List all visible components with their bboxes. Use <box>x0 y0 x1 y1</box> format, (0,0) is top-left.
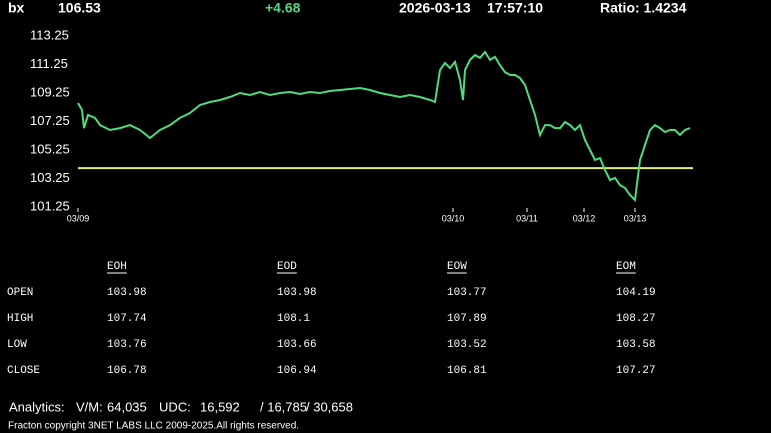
y-tick-label: 105.25 <box>30 141 70 156</box>
udc-label: UDC: <box>159 399 191 414</box>
cell: 107.89 <box>447 313 487 325</box>
x-tick-label: 03/10 <box>442 213 465 223</box>
row-label: CLOSE <box>7 365 40 377</box>
symbol: bx <box>8 0 25 16</box>
x-tick-label: 03/12 <box>573 213 596 223</box>
row-label: HIGH <box>7 313 33 325</box>
y-tick-label: 101.25 <box>30 198 70 213</box>
vm-value: 64,035 <box>107 399 147 414</box>
y-tick-label: 113.25 <box>30 27 69 42</box>
column-header: EOM <box>616 261 636 273</box>
footer: Fracton copyright 3NET LABS LLC 2009-202… <box>8 421 299 432</box>
date: 2026-03-13 <box>399 0 471 16</box>
row-label: LOW <box>7 339 27 351</box>
ratio: Ratio: 1.4234 <box>600 0 687 16</box>
cell: 103.58 <box>616 339 656 351</box>
change: +4.68 <box>265 0 301 16</box>
cell: 108.27 <box>616 313 656 325</box>
analytics-label: Analytics: <box>9 399 65 414</box>
cell: 106.81 <box>447 365 487 377</box>
price-line <box>77 50 691 203</box>
y-tick-label: 109.25 <box>30 84 70 99</box>
row-label: OPEN <box>7 287 33 299</box>
column-header: EOW <box>447 261 467 273</box>
y-tick-label: 103.25 <box>30 170 70 185</box>
udc-value: / 30,658 <box>306 399 353 414</box>
cell: 103.66 <box>277 339 317 351</box>
cell: 104.19 <box>616 287 656 299</box>
cell: 103.98 <box>107 287 147 299</box>
cell: 106.94 <box>277 365 317 377</box>
y-tick-label: 107.25 <box>30 113 70 128</box>
cell: 107.27 <box>616 365 656 377</box>
price: 106.53 <box>58 0 101 16</box>
udc-value: 16,592 <box>200 399 240 414</box>
cell: 103.52 <box>447 339 487 351</box>
y-tick-label: 111.25 <box>30 56 68 71</box>
vm-label: V/M: <box>76 399 103 414</box>
x-tick-label: 03/09 <box>67 213 90 223</box>
x-tick-label: 03/13 <box>624 213 647 223</box>
cell: 103.76 <box>107 339 147 351</box>
column-header: EOH <box>107 261 127 273</box>
x-tick-label: 03/11 <box>516 213 538 223</box>
time: 17:57:10 <box>487 0 543 16</box>
cell: 103.77 <box>447 287 487 299</box>
cell: 103.98 <box>277 287 317 299</box>
cell: 106.78 <box>107 365 147 377</box>
udc-value: / 16,785 <box>260 399 307 414</box>
cell: 108.1 <box>277 313 310 325</box>
cell: 107.74 <box>107 313 147 325</box>
column-header: EOD <box>277 261 297 273</box>
